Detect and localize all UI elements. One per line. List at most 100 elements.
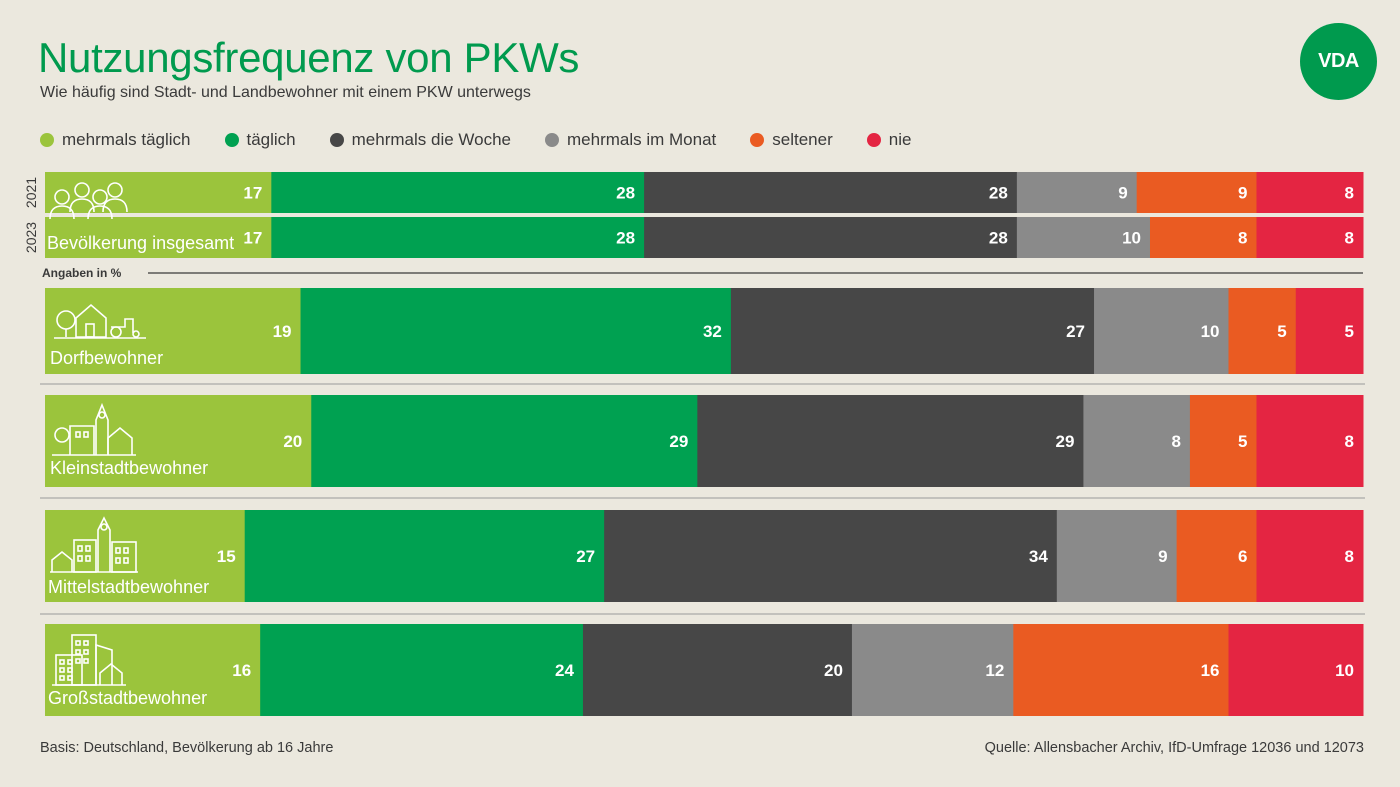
medium-town-icon bbox=[50, 516, 138, 573]
bar-segment bbox=[271, 172, 645, 213]
legend-item: mehrmals täglich bbox=[40, 130, 191, 150]
group-label: Kleinstadtbewohner bbox=[50, 458, 208, 478]
legend-label: mehrmals täglich bbox=[62, 130, 191, 149]
data-label: 27 bbox=[576, 547, 595, 566]
bar-segment bbox=[311, 395, 698, 487]
legend-label: täglich bbox=[246, 130, 296, 149]
data-label: 8 bbox=[1345, 184, 1354, 203]
group-label: Mittelstadtbewohner bbox=[48, 577, 209, 597]
bar-segment bbox=[1256, 395, 1364, 487]
footer-basis: Basis: Deutschland, Bevölkerung ab 16 Ja… bbox=[40, 740, 334, 756]
small-town-icon bbox=[52, 402, 136, 456]
data-label: 34 bbox=[1029, 547, 1048, 566]
bar-segment bbox=[1083, 395, 1191, 487]
bar-segment bbox=[244, 510, 605, 602]
data-label: 8 bbox=[1345, 229, 1354, 248]
bar-segment bbox=[45, 624, 261, 716]
data-label: 8 bbox=[1171, 432, 1180, 451]
bar-segment bbox=[1189, 395, 1257, 487]
unit-note: Angaben in % bbox=[42, 266, 122, 280]
data-label: 28 bbox=[616, 184, 635, 203]
year-label: 2023 bbox=[23, 222, 39, 253]
data-label: 12 bbox=[985, 661, 1004, 680]
data-label: 24 bbox=[555, 661, 574, 680]
data-label: 32 bbox=[703, 322, 722, 341]
city-icon bbox=[52, 634, 126, 686]
bar-segment bbox=[1228, 624, 1364, 716]
bar-segment bbox=[730, 288, 1095, 374]
group-label: Dorfbewohner bbox=[50, 348, 163, 368]
bar-segment bbox=[1094, 288, 1230, 374]
legend-swatch bbox=[329, 133, 344, 147]
data-label: 20 bbox=[283, 432, 302, 451]
data-label: 9 bbox=[1238, 184, 1247, 203]
bar-segment bbox=[45, 217, 272, 258]
data-label: 9 bbox=[1118, 184, 1127, 203]
data-label: 28 bbox=[989, 184, 1008, 203]
legend-item: seltener bbox=[750, 130, 833, 150]
legend-item: täglich bbox=[224, 130, 296, 150]
bar-segment bbox=[1295, 288, 1364, 374]
group-label: Bevölkerung insgesamt bbox=[47, 233, 234, 253]
data-label: 9 bbox=[1158, 547, 1167, 566]
data-label: 8 bbox=[1238, 229, 1247, 248]
data-label: 29 bbox=[1056, 432, 1075, 451]
legend-item: nie bbox=[866, 130, 912, 150]
bar-segment bbox=[644, 172, 1018, 213]
data-label: 5 bbox=[1238, 432, 1247, 451]
bar-segment bbox=[851, 624, 1014, 716]
bar-segment bbox=[45, 172, 272, 213]
bar-segment bbox=[1136, 172, 1257, 213]
data-label: 28 bbox=[989, 229, 1008, 248]
group-label: Großstadtbewohner bbox=[48, 688, 207, 708]
legend: mehrmals täglich täglich mehrmals die Woch… bbox=[40, 129, 945, 151]
bar-segment bbox=[1176, 510, 1257, 602]
bar-segment bbox=[604, 510, 1058, 602]
legend-item: mehrmals die Woche bbox=[329, 130, 511, 150]
chart-subtitle: Wie häufig sind Stadt- und Landbewohner … bbox=[40, 84, 531, 101]
bar-segment bbox=[582, 624, 853, 716]
data-label: 6 bbox=[1238, 547, 1247, 566]
data-label: 17 bbox=[243, 184, 262, 203]
bar-segment bbox=[1228, 288, 1297, 374]
data-label: 16 bbox=[232, 661, 251, 680]
bar-segment bbox=[644, 217, 1018, 258]
village-icon bbox=[54, 303, 146, 339]
legend-swatch bbox=[545, 133, 559, 147]
bar-segment bbox=[45, 288, 302, 374]
legend-item: mehrmals im Monat bbox=[545, 130, 716, 150]
data-label: 28 bbox=[616, 229, 635, 248]
vda-logo: VDA bbox=[1300, 23, 1377, 100]
data-label: 10 bbox=[1201, 322, 1220, 341]
legend-swatch bbox=[224, 133, 239, 147]
bar-segment bbox=[1256, 510, 1364, 602]
legend-label: nie bbox=[888, 130, 912, 149]
data-label: 8 bbox=[1345, 547, 1354, 566]
legend-swatch bbox=[40, 133, 54, 147]
data-label: 27 bbox=[1066, 322, 1085, 341]
data-label: 8 bbox=[1345, 432, 1354, 451]
bar-segment bbox=[271, 217, 645, 258]
bar-segment bbox=[1016, 172, 1138, 213]
bar-segment bbox=[45, 395, 312, 487]
data-label: 19 bbox=[273, 322, 292, 341]
bar-segment bbox=[260, 624, 584, 716]
bar-segment bbox=[697, 395, 1084, 487]
people-icon bbox=[49, 182, 128, 220]
data-label: 29 bbox=[669, 432, 688, 451]
bar-segment bbox=[1016, 217, 1151, 258]
legend-label: seltener bbox=[772, 130, 833, 149]
bar-segment bbox=[1256, 172, 1364, 213]
legend-swatch bbox=[750, 133, 765, 147]
year-label: 2021 bbox=[23, 177, 39, 208]
footer-source: Quelle: Allensbacher Archiv, IfD-Umfrage… bbox=[984, 740, 1364, 756]
chart-title: Nutzungsfrequenz von PKWs bbox=[38, 34, 580, 81]
data-label: 16 bbox=[1201, 661, 1220, 680]
legend-swatch bbox=[866, 133, 881, 147]
bar-segment bbox=[1056, 510, 1178, 602]
bar-segment bbox=[1256, 217, 1364, 258]
data-label: 15 bbox=[217, 547, 236, 566]
data-label: 10 bbox=[1122, 229, 1141, 248]
bar-segment bbox=[300, 288, 732, 374]
row-gap bbox=[45, 213, 1363, 217]
